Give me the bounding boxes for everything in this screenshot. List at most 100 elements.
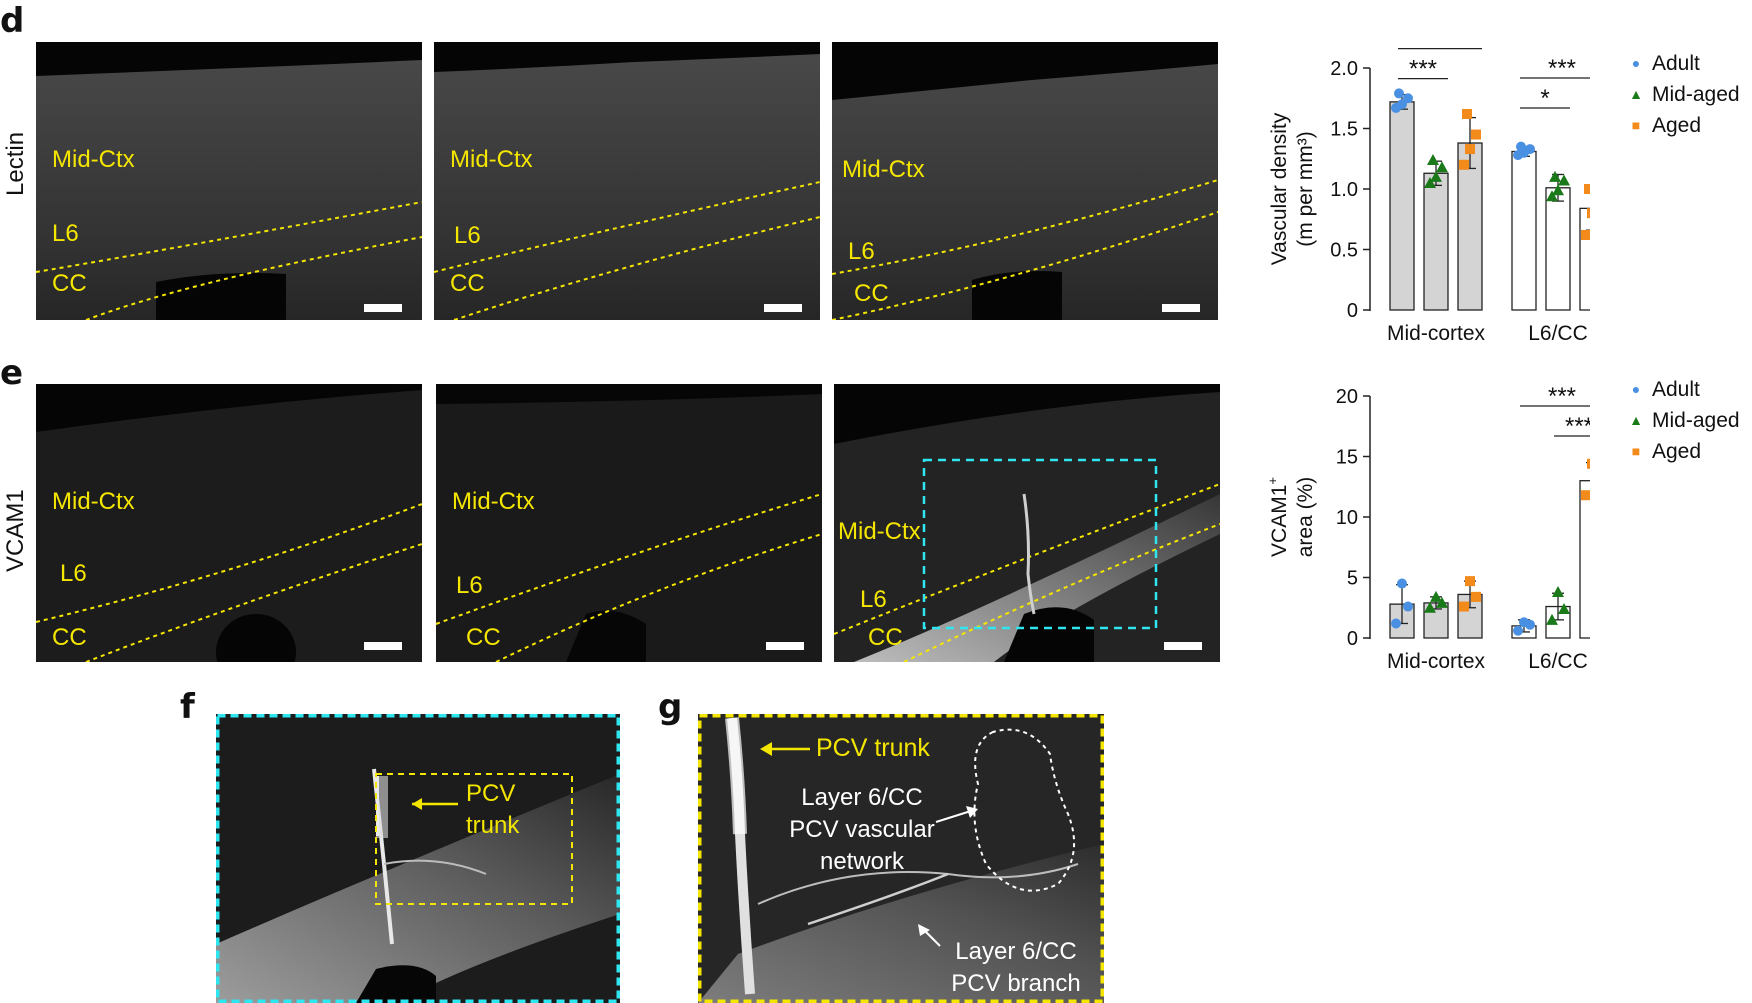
legend-label-adult: Adult [1652, 52, 1700, 75]
vcam1-point-aged [1465, 576, 1475, 587]
vcam1-point-adult [1513, 625, 1523, 636]
density-point-adult [1516, 141, 1526, 152]
legend-item-adult: ● Adult [1628, 374, 1740, 405]
legend-item-mid-aged: ▲ Mid-aged [1628, 79, 1740, 110]
lectin-image-2: Mid-Ctx L6 CC [434, 42, 820, 320]
density-point-aged [1587, 208, 1590, 219]
density-significance-label: *** [1548, 55, 1576, 82]
density-significance-label: ** [1431, 40, 1450, 53]
density-point-aged [1471, 129, 1481, 140]
vcam1-point-adult [1519, 617, 1529, 628]
legend-label-mid-aged: Mid-aged [1652, 409, 1740, 432]
inset-g-image: PCV trunk Layer 6/CC PCV vascular networ… [698, 714, 1104, 1003]
density-point-mid-aged [1546, 190, 1558, 202]
vcam1-image-3-drawing [834, 384, 1220, 662]
label-cc: CC [450, 270, 485, 297]
density-point-mid-aged [1549, 170, 1561, 182]
label-cc: CC [868, 624, 903, 651]
vcam1-bar-aged [1579, 480, 1590, 639]
density-point-mid-aged [1558, 174, 1570, 186]
legend-item-adult: ● Adult [1628, 48, 1740, 79]
label-l6: L6 [60, 560, 87, 587]
vcam1-y-tick-label: 0 [1347, 628, 1358, 650]
legend-item-mid-aged: ▲ Mid-aged [1628, 405, 1740, 436]
scale-bar [766, 642, 804, 650]
density-point-aged [1459, 159, 1469, 170]
vcam1-y-tick-label: 20 [1336, 386, 1358, 408]
density-point-mid-aged [1436, 161, 1448, 173]
label-cc: CC [52, 624, 87, 651]
label-l6: L6 [860, 586, 887, 613]
label-mid-ctx: Mid-Ctx [838, 518, 921, 545]
panel-letter-f: f [180, 687, 195, 727]
density-bar-mid-aged [1545, 187, 1571, 311]
vcam1-y-tick-label: 10 [1336, 507, 1358, 529]
label-l6: L6 [52, 220, 79, 247]
vcam1-significance-label: *** [1548, 383, 1576, 410]
density-point-aged [1465, 144, 1475, 155]
branch-line-1: Layer 6/CC [955, 938, 1077, 965]
legend-item-aged: ■ Aged [1628, 110, 1740, 141]
density-point-adult [1394, 88, 1404, 99]
label-l6: L6 [456, 572, 483, 599]
density-bar-aged [1579, 207, 1590, 311]
scale-bar [1164, 642, 1202, 650]
vascular-density-chart: 0 0.5 1.0 1.5 2.0 Vascular density (m per mm³)… [1268, 40, 1590, 345]
label-mid-ctx: Mid-Ctx [52, 146, 135, 173]
vcam1-point-mid-aged [1552, 586, 1564, 598]
vcam1-point-mid-aged [1424, 601, 1436, 613]
lectin-image-3: Mid-Ctx L6 CC [832, 42, 1218, 320]
legend-label-adult: Adult [1652, 378, 1700, 401]
label-pcv: PCV [466, 780, 516, 807]
vcam1-image-3: Mid-Ctx L6 CC [834, 384, 1220, 662]
label-pcv-vascular-network: Layer 6/CC PCV vascular network [780, 782, 944, 878]
density-point-aged [1462, 108, 1472, 119]
density-y-tick-label: 1.5 [1330, 119, 1358, 141]
vcam1-point-aged [1471, 591, 1481, 602]
label-mid-ctx: Mid-Ctx [842, 156, 925, 183]
row-label-lectin: Lectin [2, 131, 29, 196]
label-mid-ctx: Mid-Ctx [452, 488, 535, 515]
density-y-tick-label: 0 [1347, 300, 1358, 322]
density-point-aged [1581, 229, 1590, 240]
vcam1-point-mid-aged [1546, 613, 1558, 625]
label-cc: CC [466, 624, 501, 651]
density-y-tick-label: 0.5 [1330, 240, 1358, 262]
label-cc: CC [854, 280, 889, 307]
density-y-label: Vascular density (m per mm³) [1268, 112, 1317, 265]
density-point-mid-aged [1424, 176, 1436, 188]
density-significance-label: * [1540, 85, 1549, 112]
inset-f-image: PCV trunk [216, 714, 620, 1003]
density-point-mid-aged [1430, 170, 1442, 182]
density-x-label: L6/CC [1528, 322, 1588, 345]
inset-f-drawing [216, 714, 620, 1003]
legend-d: ● Adult ▲ Mid-aged ■ Aged [1628, 48, 1740, 141]
label-l6: L6 [848, 238, 875, 265]
vcam1-y-label-superscript: + [1265, 477, 1280, 485]
density-point-mid-aged [1552, 184, 1564, 196]
vcam1-point-mid-aged [1558, 602, 1570, 614]
density-bar-adult [1511, 150, 1537, 311]
lectin-image-3-drawing [832, 42, 1218, 320]
vcam1-image-2-drawing [436, 384, 822, 662]
lectin-image-1: Mid-Ctx L6 CC [36, 42, 422, 320]
vcam1-y-tick-label: 5 [1347, 568, 1358, 590]
square-icon: ■ [1631, 117, 1641, 133]
vcam1-point-aged [1459, 601, 1469, 612]
legend-e: ● Adult ▲ Mid-aged ■ Aged [1628, 374, 1740, 467]
panel-letter-d: d [0, 1, 25, 41]
vcam1-point-mid-aged [1436, 596, 1448, 608]
density-bar-aged [1457, 142, 1483, 311]
vcam1-significance-label: *** [1565, 413, 1590, 440]
network-line-1: Layer 6/CC [801, 784, 923, 811]
density-point-aged [1584, 184, 1590, 194]
vcam1-y-label-line1: VCAM1+ [1265, 477, 1291, 557]
vcam1-image-2: Mid-Ctx L6 CC [436, 384, 822, 662]
inset-g-drawing [698, 714, 1104, 1003]
label-pcv-trunk: PCV trunk [816, 734, 930, 762]
scale-bar [1162, 304, 1200, 312]
triangle-icon: ▲ [1629, 412, 1643, 428]
panel-letter-e: e [0, 353, 24, 393]
legend-label-aged: Aged [1652, 440, 1702, 463]
row-label-vcam1: VCAM1 [2, 489, 29, 572]
